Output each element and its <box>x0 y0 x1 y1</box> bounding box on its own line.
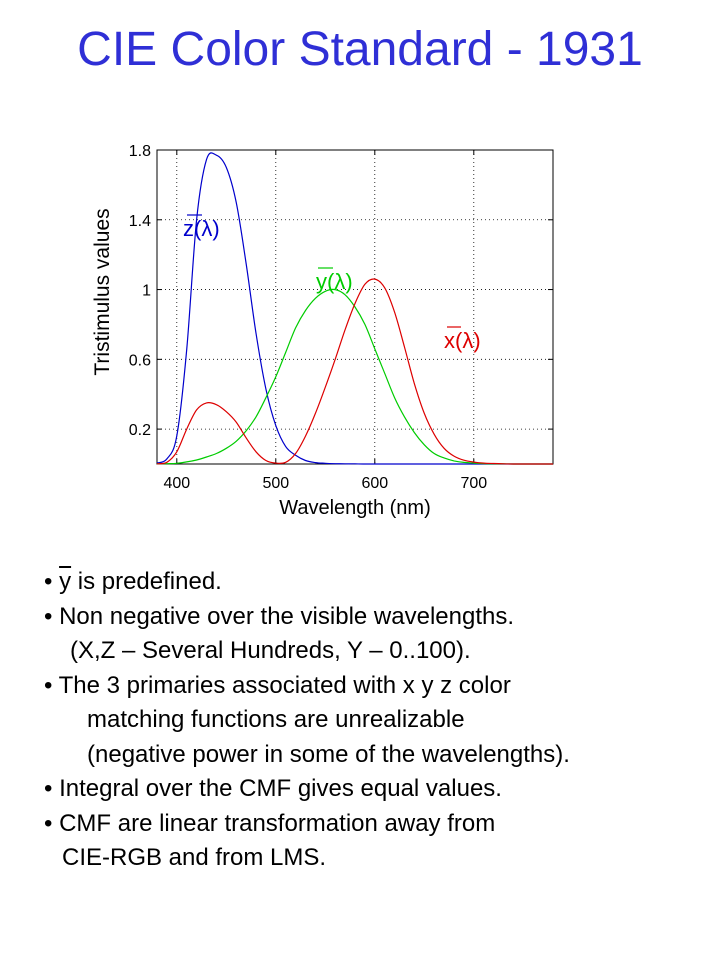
y-tick-label: 1.8 <box>129 143 151 160</box>
series-label-0: z(λ) <box>183 216 220 241</box>
x-axis-label: Wavelength (nm) <box>279 497 431 519</box>
bullet-1-prefix: • <box>44 568 60 595</box>
bullet-line-6: (negative power in some of the wavelengt… <box>87 740 570 768</box>
x-tick-label: 400 <box>163 475 190 492</box>
bullet-line-7: • Integral over the CMF gives equal valu… <box>44 775 502 802</box>
y-tick-label: 0.2 <box>129 422 151 439</box>
y-tick-label: 0.6 <box>129 352 151 369</box>
x-tick-label: 600 <box>361 475 388 492</box>
bullet-1-y-bar: y <box>59 568 72 595</box>
y-tick-label: 1 <box>142 283 151 300</box>
bullet-line-4: • The 3 primaries associated with x y z … <box>44 671 511 699</box>
series-line-2 <box>156 278 553 465</box>
series-line-0 <box>156 152 553 465</box>
bullet-line-3: (X,Z – Several Hundreds, Y – 0..100). <box>70 637 471 664</box>
y-axis-label: Tristimulus values <box>91 208 114 375</box>
tristimulus-chart: 400 500 600 700 0.2 0.6 1 1.4 1.8 Wavelength (nm)… <box>91 143 554 519</box>
x-tick-label: 700 <box>460 475 487 492</box>
x-tick-label: 500 <box>262 475 289 492</box>
slide-title: CIE Color Standard - 1931 <box>77 23 643 76</box>
bullet-line-1: • y is predefined. <box>44 565 704 600</box>
y-tick-label: 1.4 <box>129 213 151 230</box>
series-line-1 <box>156 288 553 465</box>
bullet-line-5: matching functions are unrealizable <box>87 706 465 733</box>
bullet-1-text: is predefined. <box>71 568 222 595</box>
bullet-line-9: CIE-RGB and from LMS. <box>62 844 327 871</box>
series-label-1: y(λ) <box>316 269 353 294</box>
series-label-2: x(λ) <box>444 328 481 353</box>
bullet-list: • y is predefined. • Non negative over t… <box>44 565 704 876</box>
bullet-line-2: • Non negative over the visible waveleng… <box>44 602 515 630</box>
bullet-line-8: • CMF are linear transformation away fro… <box>44 809 496 837</box>
